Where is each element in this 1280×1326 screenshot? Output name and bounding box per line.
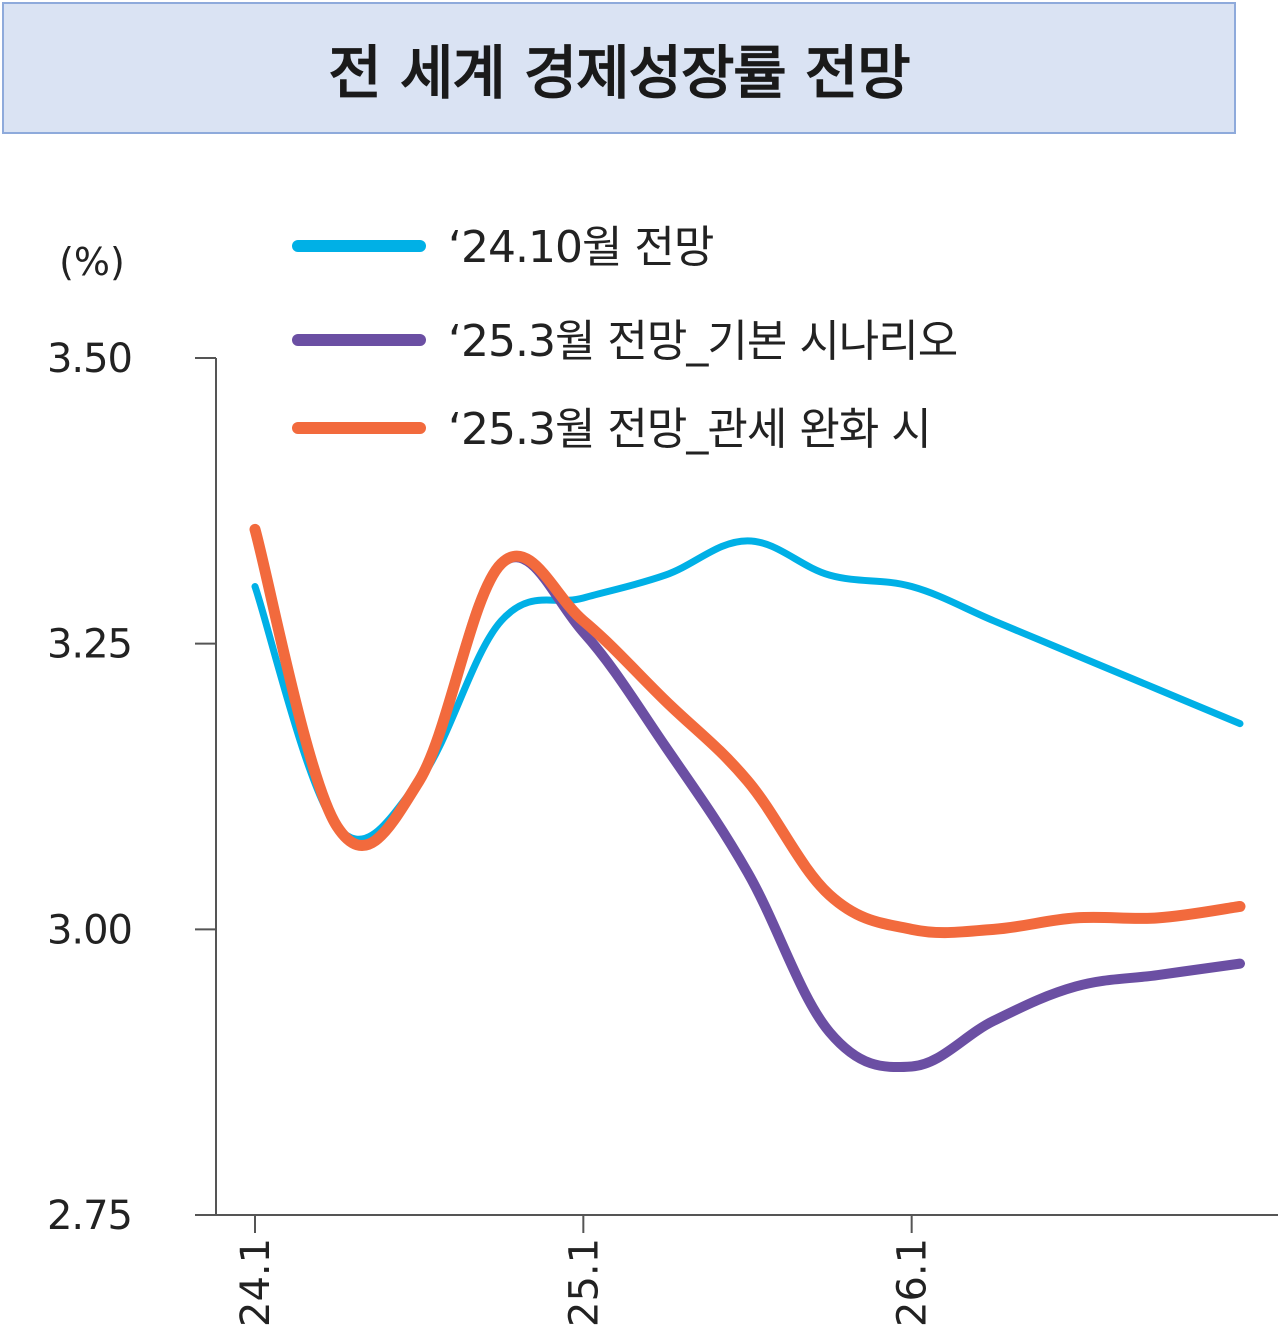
- title-box: 전 세계 경제성장률 전망: [2, 2, 1236, 134]
- x-tick-label: '25.1: [561, 1238, 607, 1326]
- series-layer: [249, 523, 1246, 1073]
- series-line-3: [249, 523, 1246, 939]
- x-tick-label: '26.1: [890, 1238, 936, 1326]
- x-tick-label: '24.1: [233, 1238, 279, 1326]
- y-tick-label: 2.75: [47, 1193, 132, 1239]
- y-tick-label: 3.50: [47, 336, 132, 382]
- axes: (%) 3.50 3.25 3.00 2.75 '24.1 '25.1 '26.1: [47, 240, 1278, 1326]
- legend-label-3: ‘25.3월 전망_관세 완화 시: [448, 404, 931, 455]
- chart-title: 전 세계 경제성장률 전망: [328, 39, 910, 107]
- legend-label-1: ‘24.10월 전망: [448, 222, 713, 273]
- legend: ‘24.10월 전망 ‘25.3월 전망_기본 시나리오 ‘25.3월 전망_관세 …: [292, 222, 958, 455]
- y-tick-label: 3.25: [47, 622, 132, 668]
- y-axis-unit-label: (%): [59, 240, 125, 284]
- legend-label-2: ‘25.3월 전망_기본 시나리오: [448, 316, 957, 367]
- y-tick-label: 3.00: [47, 907, 132, 953]
- series-line-1: [251, 537, 1244, 843]
